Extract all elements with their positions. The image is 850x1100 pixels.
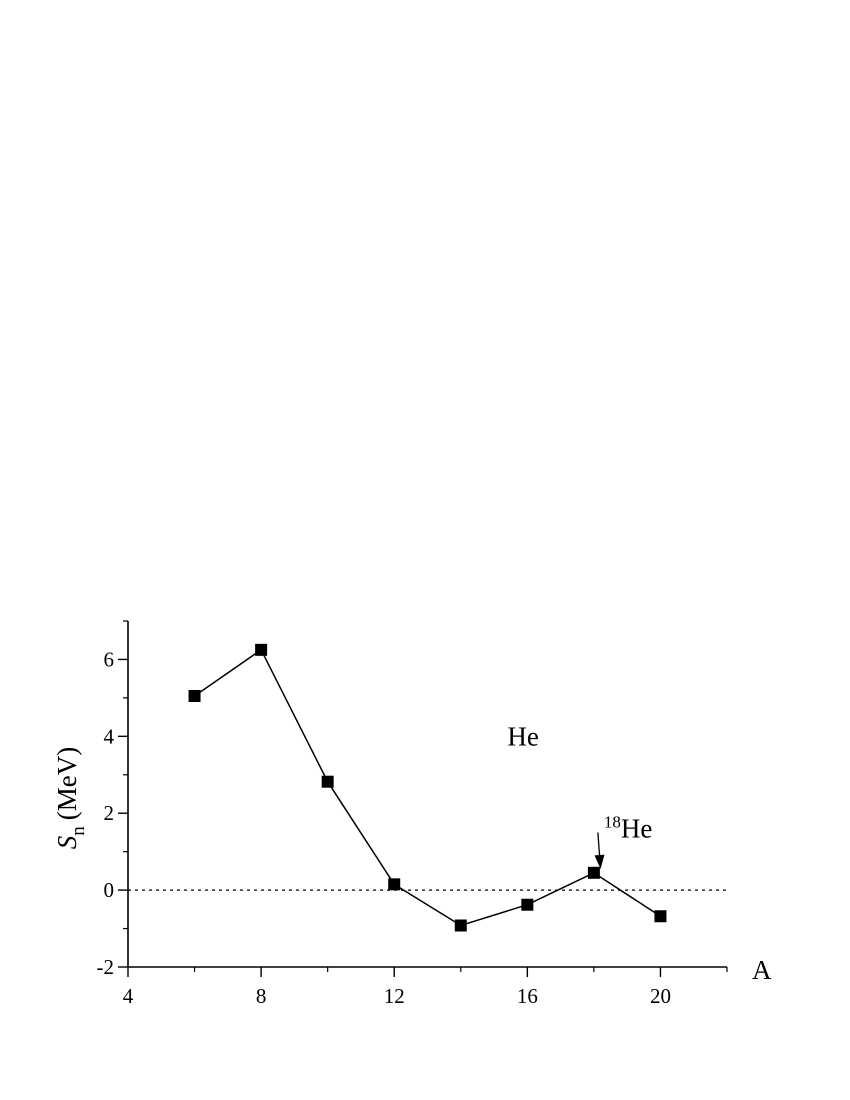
isotope-label-mass: 18 [604,813,621,832]
axis-ticks: 4 8 12 16 20 -2 0 2 4 6 [97,620,728,1008]
y-tick-label: -2 [97,955,115,979]
x-tick-label: 20 [650,984,671,1008]
data-point [321,775,334,788]
y-tick-label: 4 [104,724,115,748]
y-axis-label: Sn (MeV) [52,747,89,849]
y-tick-label: 2 [104,801,115,825]
axis-labels: A Sn (MeV) [52,747,772,985]
y-tick-label: 0 [104,878,115,902]
data-point [587,866,600,879]
data-point [188,689,201,702]
x-tick-label: 12 [384,984,405,1008]
annotations: He 18He [507,721,652,869]
data-point [654,910,667,923]
x-tick-label: 16 [517,984,538,1008]
y-axis-label-subscript: n [68,826,89,836]
x-tick-label: 8 [256,984,267,1008]
isotope-label-symbol: He [621,814,652,844]
y-axis-label-symbol: S [52,835,82,849]
data-point [454,919,467,932]
isotope-arrowhead [594,854,605,869]
series-line [194,648,661,927]
data-point [521,898,534,911]
y-tick-label: 6 [104,647,115,671]
data-point [388,878,401,891]
isotope-label: 18He [604,813,652,844]
isotope-arrow [597,832,601,856]
data-point [255,643,268,656]
axes [127,621,727,968]
x-tick-label: 4 [123,984,134,1008]
element-label: He [507,721,538,751]
data-series [188,643,667,932]
y-axis-label-unit: (MeV) [52,747,82,820]
x-axis-label: A [752,955,772,985]
